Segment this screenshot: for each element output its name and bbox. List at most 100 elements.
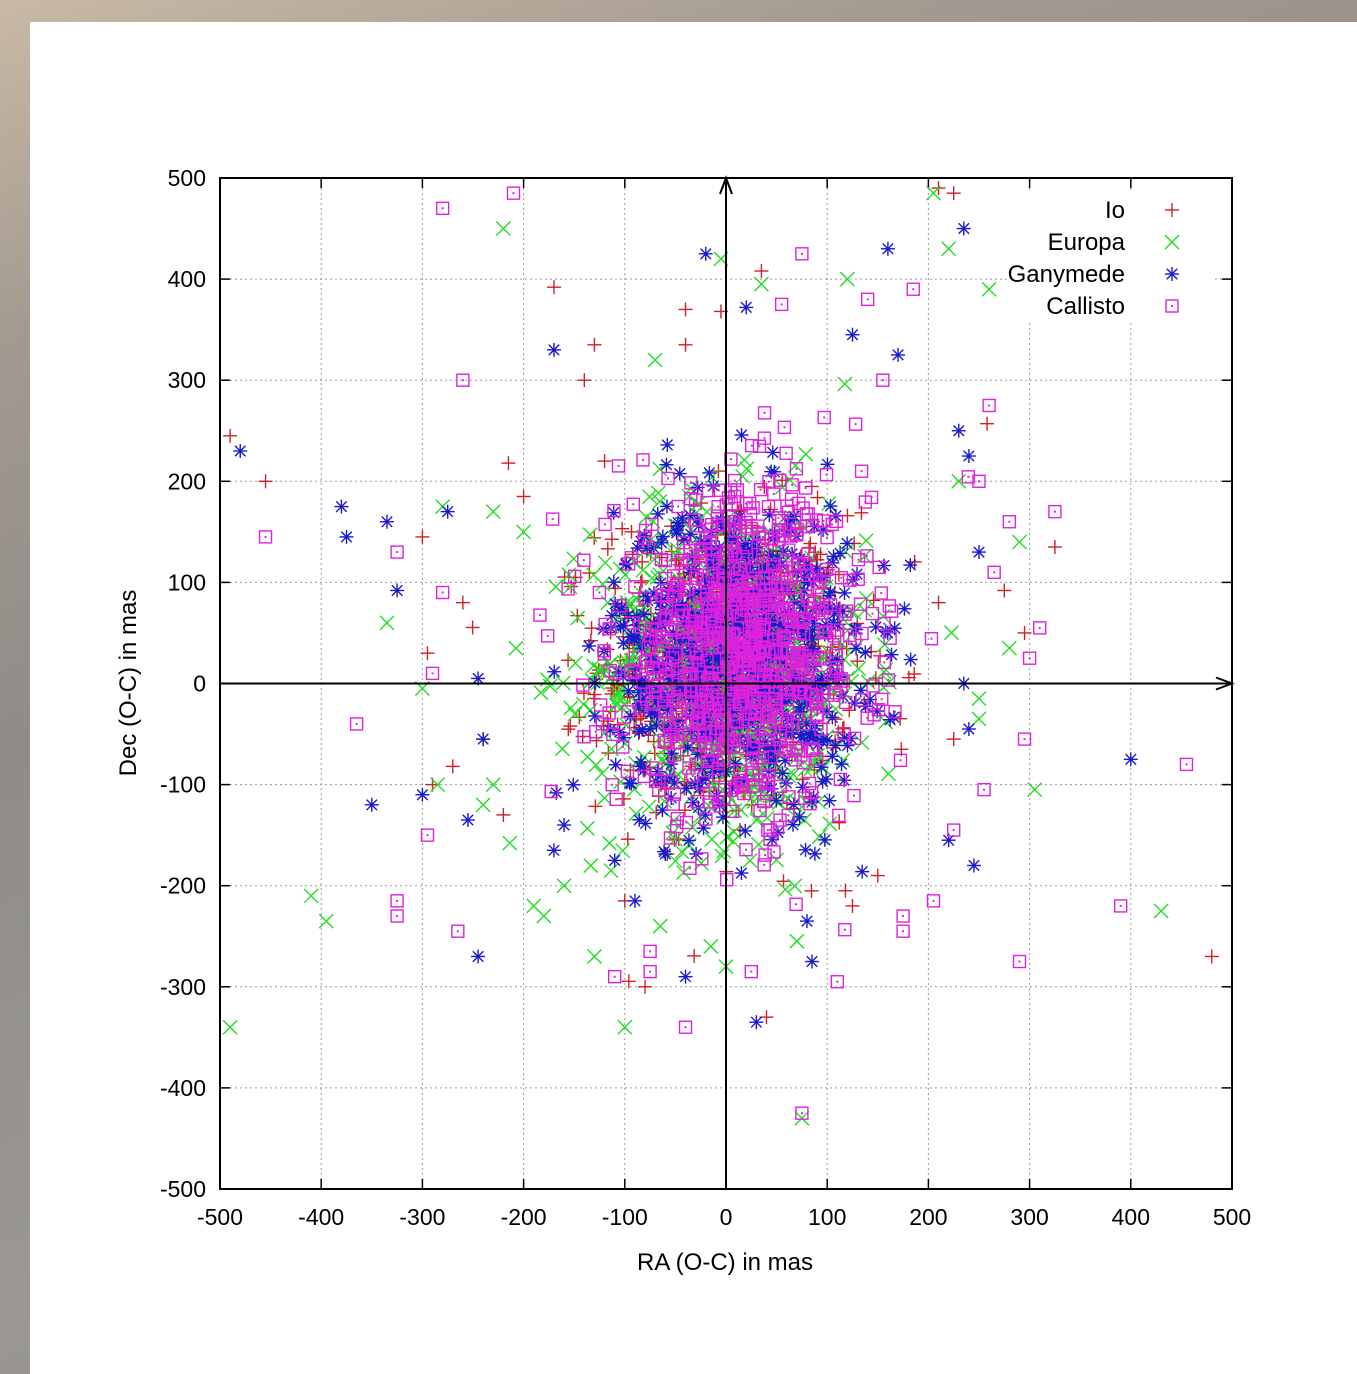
data-point (575, 696, 591, 712)
data-point-stroke (600, 595, 616, 611)
data-point-stroke (881, 766, 897, 782)
data-point (546, 843, 561, 858)
data-point-stroke (642, 489, 658, 505)
data-point (570, 610, 586, 626)
data-point (617, 735, 633, 751)
data-point-stroke (944, 625, 960, 641)
data-point (546, 280, 561, 295)
data-point-stroke (588, 757, 604, 773)
data-point (495, 221, 511, 237)
data-point (587, 530, 602, 545)
data-point-stroke (430, 777, 446, 793)
data-point (972, 545, 986, 560)
data-point-stroke (580, 749, 596, 765)
data-point-stroke (582, 527, 598, 543)
data-point-stroke (1153, 903, 1169, 919)
data-point-stroke (808, 755, 824, 771)
data-point (364, 797, 379, 812)
data-point (465, 620, 480, 635)
data-point (858, 533, 874, 549)
data-point-stroke (981, 281, 997, 297)
data-point (617, 1019, 633, 1035)
data-point (577, 373, 592, 388)
data-point-stroke (801, 915, 813, 927)
data-point-stroke (971, 691, 987, 707)
data-point (1001, 640, 1017, 656)
data-point (502, 835, 518, 851)
data-point-stroke (700, 248, 712, 260)
data-point-stroke (516, 524, 532, 540)
data-point-stroke (602, 835, 618, 851)
data-point-stroke (739, 461, 755, 477)
data-point-stroke (567, 706, 583, 722)
data-point (485, 504, 501, 520)
data-point (759, 1010, 774, 1025)
data-point (587, 337, 602, 352)
data-point (415, 529, 430, 544)
scatter-chart: -500 -400 -300 -200 -100 0 100 200 300 400 500-500… (115, 165, 1251, 1276)
data-point-stroke (794, 1110, 810, 1126)
data-point (621, 974, 636, 989)
data-point (445, 759, 460, 774)
data-point (455, 595, 470, 610)
data-point (839, 271, 855, 287)
data-point (667, 853, 683, 869)
data-point-stroke (462, 814, 474, 826)
data-point-stroke (973, 546, 985, 558)
data-point-stroke (882, 243, 894, 255)
data-point (739, 300, 754, 315)
data-point-stroke (733, 802, 749, 818)
data-point (600, 595, 616, 611)
data-point-stroke (548, 844, 560, 857)
data-point (805, 954, 820, 969)
data-point (638, 979, 653, 994)
data-point (471, 949, 486, 964)
data-point-stroke (822, 816, 838, 832)
data-point-stroke (594, 766, 610, 782)
data-point (334, 499, 349, 514)
data-point-stroke (740, 301, 752, 314)
data-point (650, 485, 666, 501)
data-point-stroke (806, 955, 818, 968)
data-point (678, 337, 693, 352)
data-point-stroke (579, 820, 595, 836)
data-point-stroke (777, 881, 793, 897)
data-point (589, 733, 604, 748)
data-point-stroke (963, 450, 975, 462)
data-point (476, 732, 491, 747)
data-point (687, 948, 702, 963)
data-point (946, 732, 961, 747)
data-point (981, 281, 997, 297)
data-point (561, 722, 576, 737)
data-point-stroke (798, 446, 814, 462)
data-point-stroke (858, 533, 874, 549)
data-point (946, 186, 961, 201)
data-point-stroke (318, 913, 334, 929)
data-point (971, 691, 987, 707)
data-point (603, 863, 619, 879)
data-point-stroke (485, 504, 501, 520)
data-point-stroke (441, 505, 454, 518)
data-point (838, 883, 853, 898)
data-point (749, 1015, 764, 1030)
data-point (854, 735, 870, 751)
data-point (726, 824, 742, 840)
data-point (804, 883, 819, 898)
data-point (588, 799, 603, 814)
data-point (508, 640, 524, 656)
data-point-stroke (502, 835, 518, 851)
data-point (379, 615, 395, 631)
data-point (753, 276, 769, 292)
data-point-stroke (641, 799, 657, 815)
data-point (901, 670, 916, 685)
data-point (1017, 625, 1032, 640)
data-point-stroke (811, 829, 827, 845)
data-point (600, 541, 615, 556)
data-point-stroke (963, 723, 975, 735)
data-point (638, 509, 654, 525)
data-point-stroke (690, 496, 706, 512)
data-point-stroke (851, 661, 867, 677)
data-point-stroke (340, 531, 353, 543)
data-point-stroke (628, 755, 643, 771)
data-point (794, 1110, 810, 1126)
